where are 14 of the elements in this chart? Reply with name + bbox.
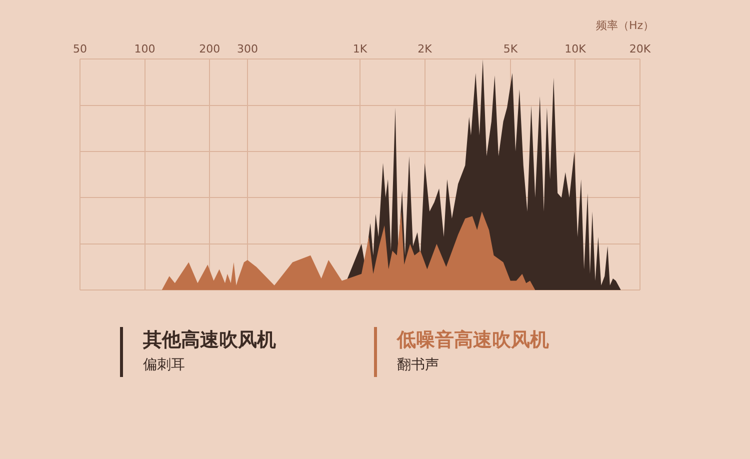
x-axis-title: 频率（Hz） (596, 18, 654, 33)
x-tick-label: 200 (199, 42, 220, 56)
text: 翻书声 (397, 356, 440, 375)
text: 低噪音高速吹风机 (397, 328, 549, 353)
x-tick-label: 300 (236, 42, 258, 56)
x-tick-label: 50 (73, 42, 87, 56)
x-tick-label: 2K (418, 42, 433, 56)
x-tick-label: 5K (503, 42, 518, 56)
x-tick-label: 100 (134, 42, 156, 56)
x-tick-label: 10K (564, 42, 587, 56)
text: 偏刺耳 (143, 356, 186, 375)
x-tick-label: 1K (352, 42, 368, 56)
x-tick-label: 20K (629, 42, 652, 56)
text: 其他高速吹风机 (143, 328, 276, 353)
